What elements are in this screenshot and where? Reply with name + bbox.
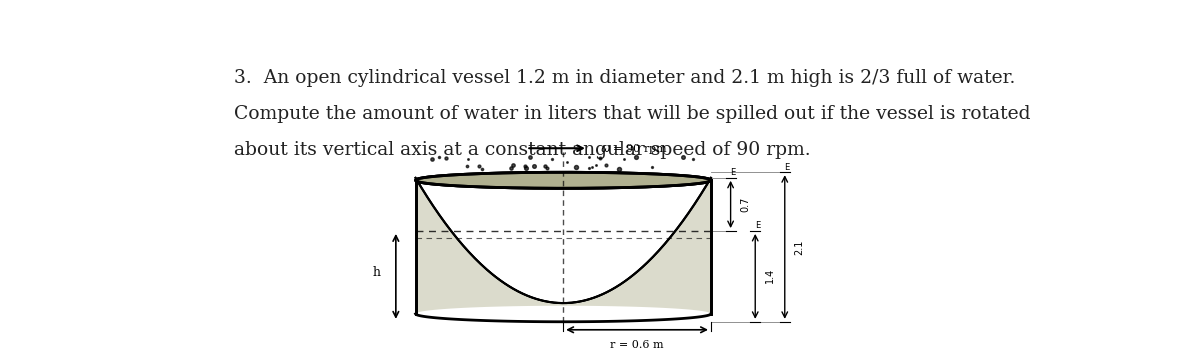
PathPatch shape <box>415 178 710 322</box>
Text: E: E <box>731 168 736 177</box>
Text: about its vertical axis at a constant angular speed of 90 rpm.: about its vertical axis at a constant an… <box>234 141 810 159</box>
Text: 0.7: 0.7 <box>740 197 750 212</box>
Text: h: h <box>373 266 382 279</box>
Text: r = 0.6 m: r = 0.6 m <box>611 340 664 350</box>
Text: E: E <box>785 163 790 172</box>
Text: 3.  An open cylindrical vessel 1.2 m in diameter and 2.1 m high is 2/3 full of w: 3. An open cylindrical vessel 1.2 m in d… <box>234 68 1015 87</box>
Text: 2.1: 2.1 <box>794 239 805 255</box>
Text: 1.4: 1.4 <box>766 268 775 283</box>
Text: $\omega$ = 90 rpm: $\omega$ = 90 rpm <box>600 142 668 156</box>
Ellipse shape <box>415 172 710 188</box>
Text: Compute the amount of water in liters that will be spilled out if the vessel is : Compute the amount of water in liters th… <box>234 105 1030 123</box>
Text: E: E <box>755 221 761 230</box>
